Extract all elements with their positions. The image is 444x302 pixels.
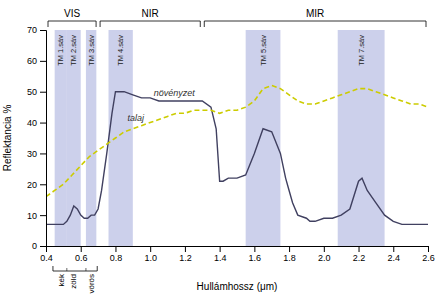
y-tick: 60 — [27, 56, 46, 66]
x-axis-title: Hullámhossz (μm) — [197, 281, 278, 292]
x-tick-mark — [81, 246, 82, 252]
x-tick: 1.8 — [283, 246, 296, 263]
y-tick: 10 — [27, 211, 46, 221]
band — [246, 30, 281, 246]
band-labels: TM 1.sáv TM 2.sáv TM 3.sáv TM 4.sáv TM 5.sáv… — [56, 35, 365, 66]
y-axis-line — [40, 31, 47, 247]
x-tick-mark — [428, 246, 429, 252]
chart: 0.4 0.6 0.8 1.0 1.2 1.4 1.6 1.8 2.0 2.2 2.4 2.6 0 10 2… — [0, 0, 444, 302]
y-tick-label: 70 — [27, 25, 37, 35]
x-tick: 2.0 — [318, 246, 331, 263]
band-label: TM 4.sáv — [116, 35, 125, 66]
y-tick-label: 10 — [27, 211, 37, 221]
x-tick: 0.8 — [110, 246, 123, 263]
y-tick-mark — [40, 153, 46, 154]
band — [109, 30, 133, 246]
x-tick-mark — [393, 246, 394, 252]
annotation: növényzet — [154, 88, 196, 98]
region-bracket — [204, 21, 426, 27]
band-label: TM 1.sáv — [56, 35, 65, 66]
y-tick-mark — [40, 184, 46, 185]
x-tick-mark — [289, 246, 290, 252]
band — [55, 30, 67, 246]
x-tick-label: 1.0 — [144, 253, 157, 263]
x-axis-line — [47, 247, 429, 253]
region-bracket — [48, 21, 96, 27]
y-axis-title: Reflektancia % — [2, 105, 13, 172]
y-tick: 50 — [27, 87, 46, 97]
color-label: vörös — [87, 274, 96, 294]
plot: 0.4 0.6 0.8 1.0 1.2 1.4 1.6 1.8 2.0 2.2 2.4 2.6 0 10 2… — [2, 8, 435, 294]
x-tick: 2.4 — [388, 246, 401, 263]
band-label: TM 3.sáv — [87, 35, 96, 66]
series-line — [46, 92, 428, 225]
x-tick-mark — [254, 246, 255, 252]
color-bracket-divider — [85, 268, 86, 271]
data-area — [46, 30, 428, 246]
x-tick-label: 1.2 — [179, 253, 192, 263]
region-label: MIR — [306, 8, 324, 19]
band — [67, 30, 81, 246]
x-tick: 2.2 — [353, 246, 366, 263]
x-tick: 1.2 — [179, 246, 192, 263]
color-bracket-line — [53, 266, 97, 271]
x-tick: 2.6 — [422, 246, 435, 263]
y-tick: 40 — [27, 118, 46, 128]
x-tick-label: 1.4 — [214, 253, 227, 263]
y-tick: 30 — [27, 149, 46, 159]
band — [338, 30, 385, 246]
band-label: TM 2.sáv — [69, 35, 78, 66]
x-tick-mark — [185, 246, 186, 252]
series-line — [46, 86, 428, 197]
x-tick: 1.4 — [214, 246, 227, 263]
color-label: zöld — [69, 274, 78, 289]
y-tick-label: 0 — [32, 241, 37, 251]
color-bracket: kékzöld vörös — [53, 266, 97, 294]
x-tick-label: 0.8 — [110, 253, 123, 263]
region-brackets: VIS NIR MIR — [48, 8, 426, 27]
x-tick-mark — [359, 246, 360, 252]
annotation: talaj — [128, 113, 146, 123]
x-tick-label: 1.6 — [249, 253, 262, 263]
y-tick-mark — [40, 123, 46, 124]
x-tick-label: 2.2 — [353, 253, 366, 263]
y-tick: 20 — [27, 180, 46, 190]
y-tick-mark — [40, 215, 46, 216]
y-tick-mark — [40, 92, 46, 93]
y-tick: 70 — [27, 25, 46, 35]
y-tick-mark — [40, 246, 46, 247]
x-tick: 0.6 — [75, 246, 88, 263]
x-tick-label: 0.4 — [40, 253, 53, 263]
x-tick-mark — [150, 246, 151, 252]
annotations: növényzet talaj — [128, 88, 196, 123]
color-label: kék — [57, 273, 66, 286]
y-tick-label: 20 — [27, 180, 37, 190]
color-bracket-divider — [66, 268, 67, 271]
x-tick-label: 2.4 — [388, 253, 401, 263]
y-tick-label: 30 — [27, 149, 37, 159]
x-tick-mark — [220, 246, 221, 252]
x-tick-label: 2.6 — [422, 253, 435, 263]
y-axis: 0 10 20 30 40 50 60 70 — [27, 25, 47, 251]
x-tick-label: 1.8 — [283, 253, 296, 263]
region-label: VIS — [64, 8, 80, 19]
x-tick-label: 0.6 — [75, 253, 88, 263]
x-tick-mark — [115, 246, 116, 252]
region-bracket — [100, 21, 200, 27]
band-label: TM 5.sáv — [259, 35, 268, 66]
y-tick-label: 40 — [27, 118, 37, 128]
y-tick-label: 60 — [27, 56, 37, 66]
band-label: TM 7.sáv — [357, 35, 366, 66]
x-tick: 0.4 — [40, 246, 53, 263]
y-tick-mark — [40, 30, 46, 31]
x-tick: 1.0 — [144, 246, 157, 263]
x-axis: 0.4 0.6 0.8 1.0 1.2 1.4 1.6 1.8 2.0 2.2 2.4 2.6 — [40, 246, 435, 263]
y-tick: 0 — [32, 241, 46, 251]
y-tick-label: 50 — [27, 87, 37, 97]
y-tick-mark — [40, 61, 46, 62]
region-label: NIR — [142, 8, 159, 19]
x-tick-label: 2.0 — [318, 253, 331, 263]
x-tick: 1.6 — [249, 246, 262, 263]
x-tick-mark — [324, 246, 325, 252]
